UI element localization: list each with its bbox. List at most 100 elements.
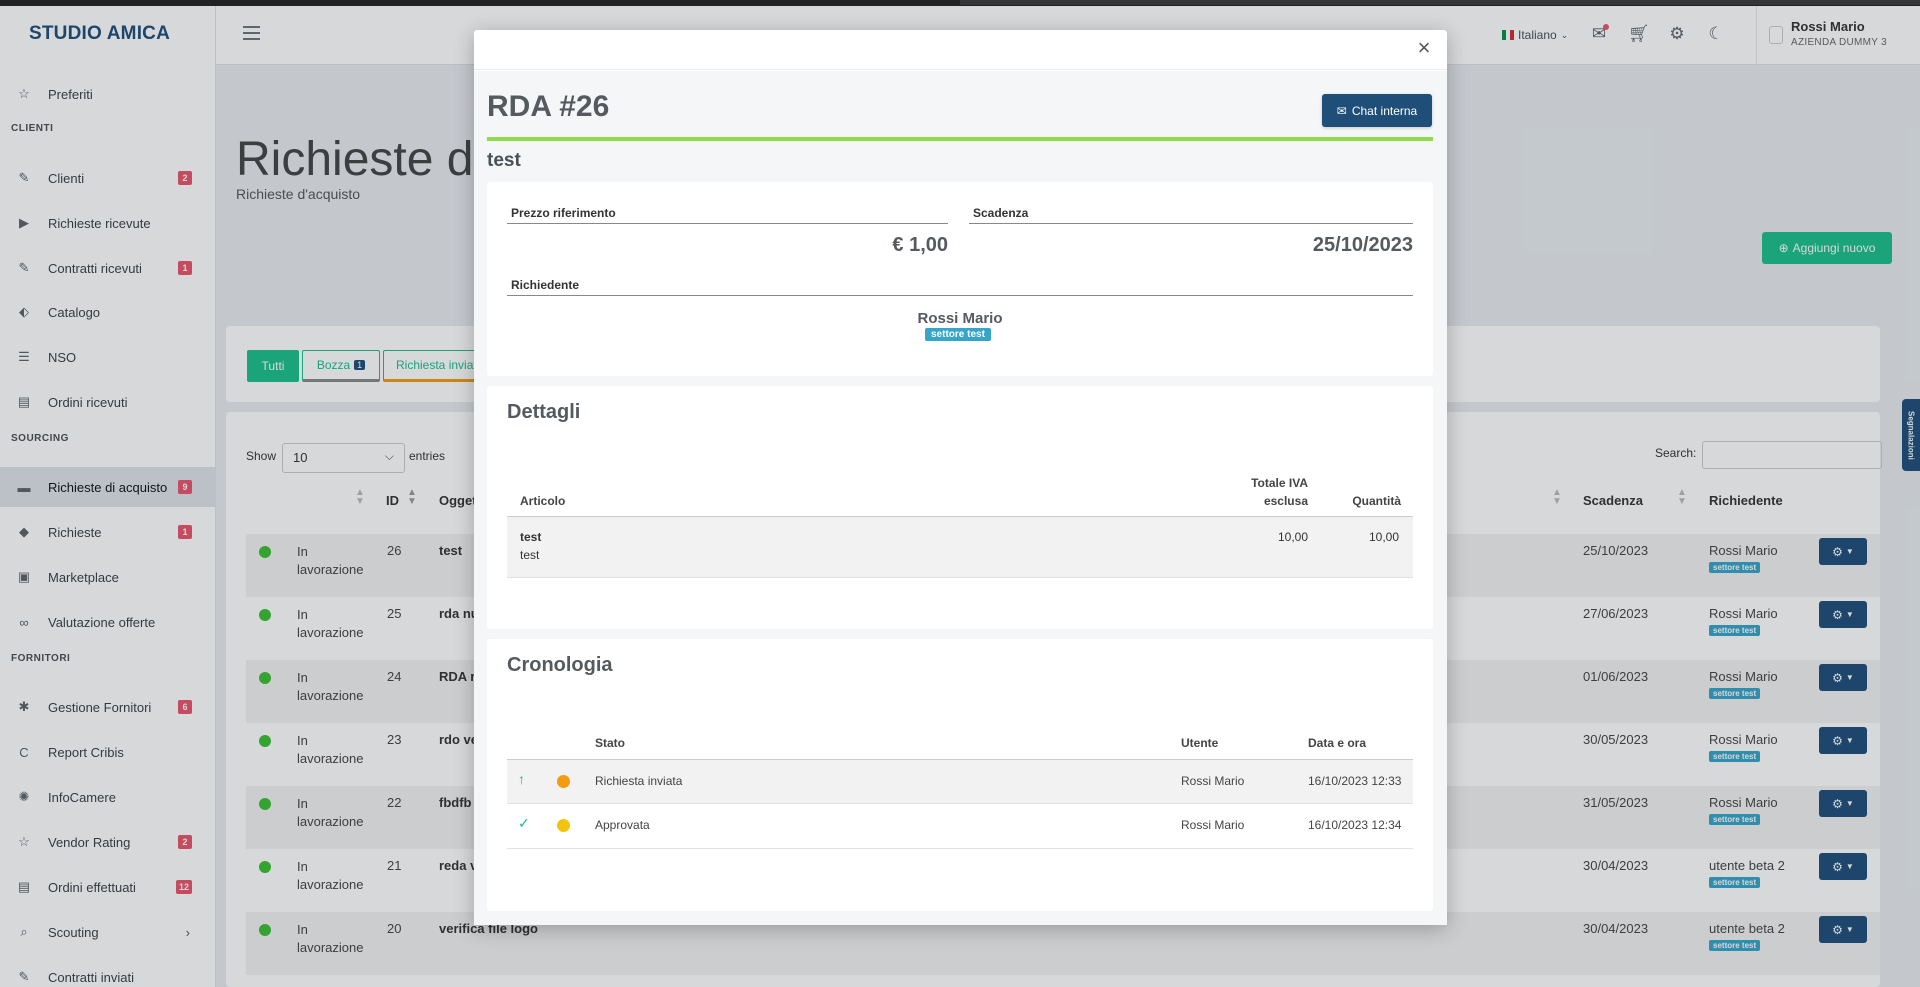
hamburger-menu-icon[interactable]	[243, 26, 260, 40]
play-circle-icon: ▶	[19, 215, 29, 230]
richiedente-name: Rossi Mario	[917, 310, 1003, 327]
sort-icon[interactable]: ▲ ▼	[1552, 487, 1562, 507]
add-new-button[interactable]: ⊕ Aggiungi nuovo	[1762, 232, 1892, 264]
sidebar-item-richieste-di-acquisto[interactable]: ▬ Richieste di acquisto 9	[0, 467, 216, 507]
sidebar-item-report-cribis[interactable]: C Report Cribis	[0, 732, 216, 772]
sidebar-item-nso[interactable]: ☰ NSO	[0, 337, 216, 377]
sidebar-item-valutazione-offerte[interactable]: ∞ Valutazione offerte	[0, 602, 216, 642]
sidebar-item-label: Ordini effettuati	[48, 879, 136, 895]
articolo-name: test	[520, 530, 542, 544]
sidebar-item-label: Richieste	[48, 524, 102, 540]
filter-badge: 1	[354, 360, 366, 370]
row-actions-button[interactable]: ⚙ ▼	[1819, 538, 1867, 565]
sidebar-item-richieste-ricevute[interactable]: ▶ Richieste ricevute	[0, 203, 216, 243]
sidebar-item-label: InfoCamere	[48, 789, 116, 805]
col-scadenza[interactable]: Scadenza	[1583, 493, 1643, 508]
mail-notification-icon[interactable]: ✉	[1589, 24, 1609, 44]
caret-down-icon: ▼	[1845, 610, 1854, 619]
row-actions-button[interactable]: ⚙ ▼	[1819, 790, 1867, 817]
row-status: In lavorazione	[297, 607, 364, 640]
sidebar-item-ordini-effettuati[interactable]: ▤ Ordini effettuati 12	[0, 867, 216, 907]
col-articolo: Articolo	[520, 494, 566, 508]
sidebar-item-contratti-ricevuti[interactable]: ✎ Contratti ricevuti 1	[0, 248, 216, 288]
sidebar-item-label: Contratti inviati	[48, 969, 134, 985]
sidebar-item-label: Richieste ricevute	[48, 215, 151, 231]
gear-icon: ⚙	[1832, 733, 1843, 748]
entries-select[interactable]: 10 ⌵	[282, 443, 405, 473]
col-id[interactable]: ID	[386, 493, 399, 508]
sidebar-item-label: Valutazione offerte	[48, 614, 156, 630]
filter-label: Tutti	[261, 359, 285, 373]
user-avatar-icon	[1769, 26, 1783, 44]
gear-icon: ⚙	[1832, 859, 1843, 874]
section-fornitori: FORNITORI	[11, 653, 71, 664]
cube-icon: ◆	[19, 524, 29, 539]
cronologia-title: Cronologia	[507, 654, 613, 676]
row-scadenza: 30/04/2023	[1583, 921, 1649, 936]
chat-interna-button[interactable]: ✉ Chat interna	[1322, 94, 1432, 127]
sidebar-item-gestione-fornitori[interactable]: ✱ Gestione Fornitori 6	[0, 687, 216, 727]
dark-mode-moon-icon[interactable]: ☾	[1708, 24, 1724, 43]
filter-bozza[interactable]: Bozza 1	[302, 350, 380, 382]
table-row[interactable]: In lavorazione 23 rdo ve 30/05/2023 Ross…	[246, 723, 1880, 786]
chevron-right-icon: ›	[185, 924, 190, 940]
sidebar-item-vendor-rating[interactable]: ☆ Vendor Rating 2	[0, 822, 216, 862]
row-actions-button[interactable]: ⚙ ▼	[1819, 853, 1867, 880]
sort-icon[interactable]: ▲ ▼	[1677, 487, 1687, 507]
sidebar-item-scouting[interactable]: ⌕ Scouting ›	[0, 912, 216, 952]
count-badge: 1	[178, 261, 192, 275]
row-actions-button[interactable]: ⚙ ▼	[1819, 916, 1867, 943]
sidebar-item-richieste[interactable]: ◆ Richieste 1	[0, 512, 216, 552]
row-actions-button[interactable]: ⚙ ▼	[1819, 601, 1867, 628]
sidebar-item-contratti-inviati[interactable]: ✎ Contratti inviati	[0, 957, 216, 987]
sidebar-item-clienti[interactable]: ✎ Clienti 2	[0, 158, 216, 198]
sidebar-item-label: Scouting	[48, 924, 99, 940]
segnalazioni-tab[interactable]: Segnalazioni	[1902, 399, 1920, 471]
close-icon[interactable]: ×	[1417, 35, 1431, 60]
plus-circle-icon: ⊕	[1778, 241, 1789, 255]
table-row[interactable]: In lavorazione 21 reda v 30/04/2023 uten…	[246, 849, 1880, 912]
col-richiedente[interactable]: Richiedente	[1709, 493, 1783, 508]
row-oggetto: test	[439, 543, 463, 558]
row-tag: settore test	[1709, 562, 1761, 573]
sidebar-item-label: Clienti	[48, 170, 85, 186]
page-subtitle: Richieste d'acquisto	[236, 186, 361, 202]
row-actions-button[interactable]: ⚙ ▼	[1819, 727, 1867, 754]
language-selector[interactable]: Italiano ⌄	[1502, 28, 1568, 42]
row-actions-button[interactable]: ⚙ ▼	[1819, 664, 1867, 691]
show-label: Show	[246, 449, 277, 463]
row-scadenza: 30/04/2023	[1583, 858, 1649, 873]
sidebar-item-ordini-ricevuti[interactable]: ▤ Ordini ricevuti	[0, 382, 216, 422]
search-input[interactable]	[1702, 441, 1882, 469]
dettagli-panel: Dettagli Articolo Totale IVA esclusa Quan…	[487, 386, 1433, 629]
sidebar-item-label: Report Cribis	[48, 744, 124, 760]
status-dot	[259, 546, 271, 558]
sort-icon[interactable]: ▲ ▼	[355, 487, 365, 507]
row-oggetto: reda v	[439, 858, 478, 873]
sidebar-item-catalogo[interactable]: ⬖ Catalogo	[0, 292, 216, 332]
row-id: 24	[387, 669, 402, 684]
row-status: In lavorazione	[297, 922, 364, 955]
tags-icon: ⬖	[19, 304, 29, 319]
caret-down-icon: ▼	[1845, 673, 1854, 682]
table-row[interactable]: In lavorazione 25 rda nu 27/06/2023 Ross…	[246, 597, 1880, 660]
cart-icon[interactable]: 🛒︎	[1628, 24, 1650, 43]
sidebar-item-label: Ordini ricevuti	[48, 394, 128, 410]
sidebar-item-preferiti[interactable]: ☆ Preferiti	[0, 74, 216, 114]
filter-tutti[interactable]: Tutti	[247, 350, 299, 382]
caret-down-icon: ▼	[1845, 799, 1854, 808]
sidebar-item-label: NSO	[48, 349, 77, 365]
cronologia-panel: Cronologia Stato Utente Data e ora ↑ Ric…	[487, 639, 1433, 911]
user-menu[interactable]: Rossi Mario AZIENDA DUMMY 3	[1756, 6, 1920, 65]
sidebar-item-infocamere[interactable]: ✺ InfoCamere	[0, 777, 216, 817]
crono-stato: Richiesta inviata	[595, 774, 683, 788]
settings-gears-icon[interactable]: ⚙	[1669, 24, 1685, 43]
sidebar-item-marketplace[interactable]: ▣ Marketplace	[0, 557, 216, 597]
section-sourcing: SOURCING	[11, 433, 69, 444]
table-row[interactable]: In lavorazione 20 verifica file logo 30/…	[246, 912, 1880, 975]
row-id: 25	[387, 606, 402, 621]
brand-logo[interactable]: STUDIO AMICA	[29, 23, 171, 44]
glasses-icon: ∞	[19, 614, 29, 630]
sort-desc-icon[interactable]: ▲ ▼	[407, 487, 417, 507]
row-richiedente: Rossi Mario	[1709, 732, 1778, 747]
